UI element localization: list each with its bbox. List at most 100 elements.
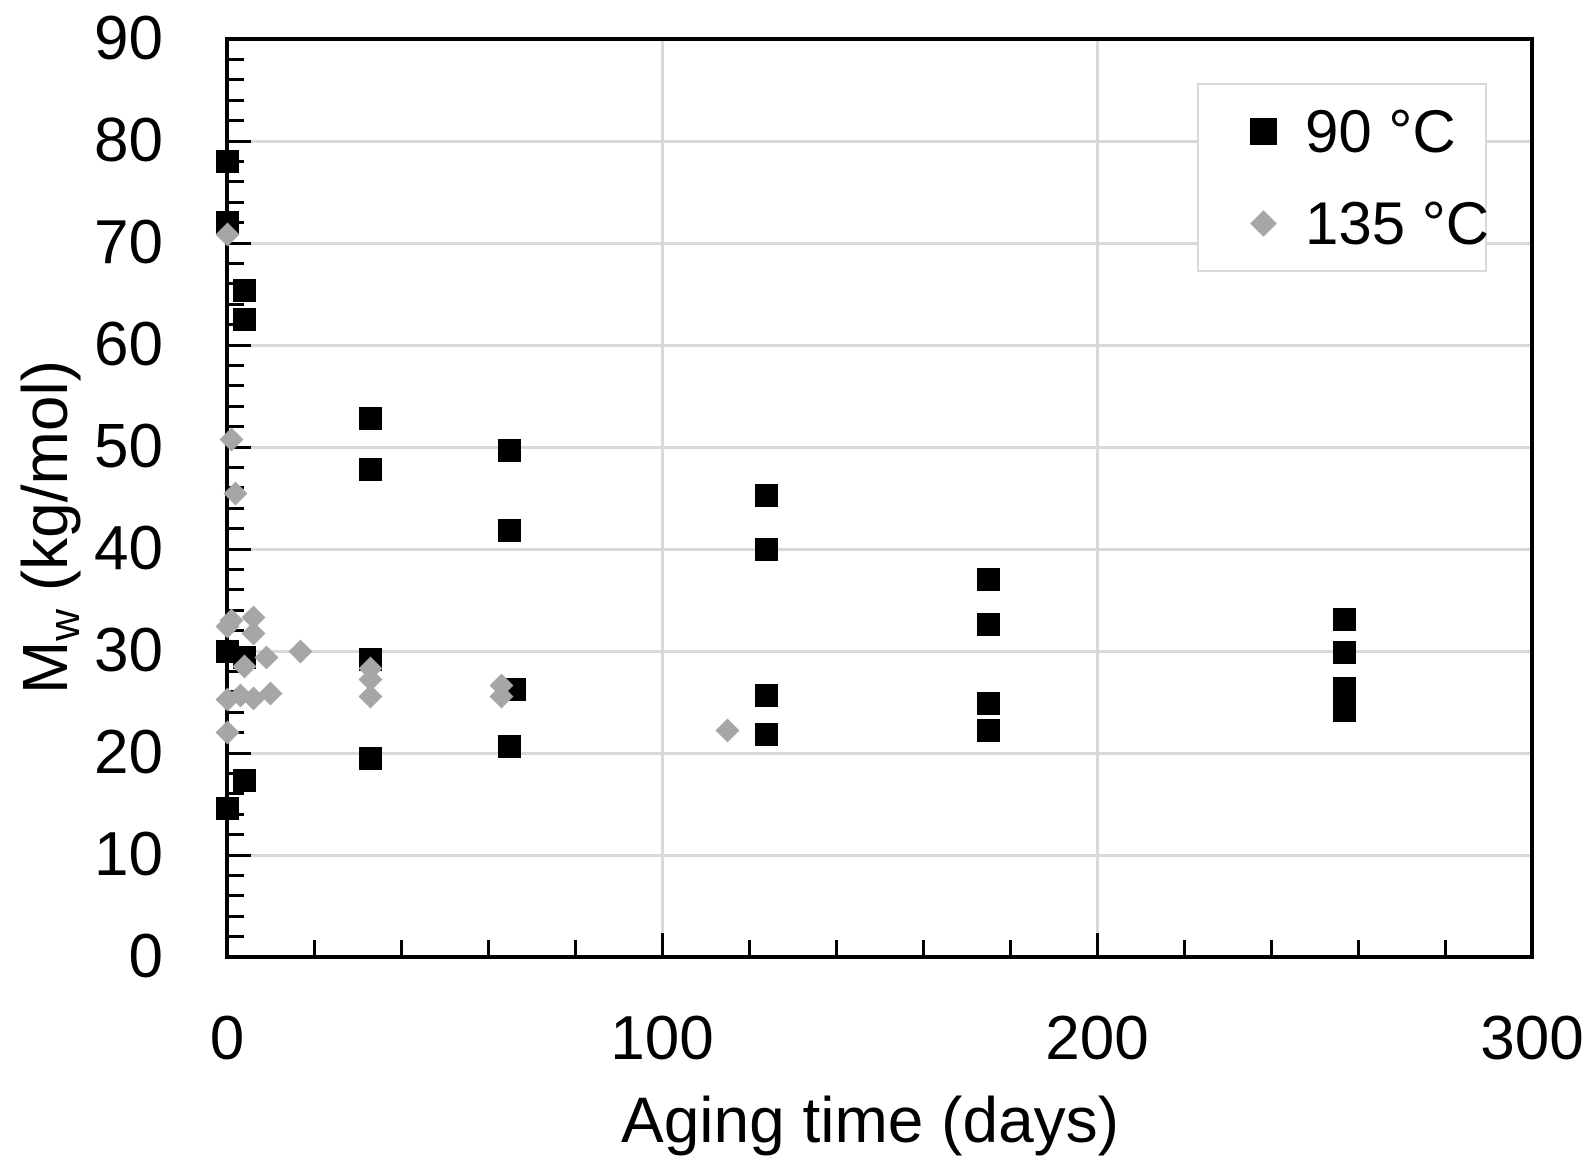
gridline-horizontal [229,139,1530,143]
gridline-horizontal [229,751,1530,755]
gridline-horizontal [229,853,1530,857]
data-point-90c [754,684,778,708]
data-point-90c [976,568,1000,592]
y-tick-label: 90 [94,4,163,73]
y-major-tick [229,343,251,347]
x-minor-tick [1008,940,1012,955]
diamond-marker-icon [1235,210,1291,238]
data-point-90c [754,537,778,561]
data-point-90c [498,735,522,759]
legend-label-90c: 90 °C [1305,97,1456,165]
data-point-90c [754,723,778,747]
gridline-vertical [1095,41,1099,955]
square-marker-icon [1235,117,1291,145]
y-minor-tick [229,833,244,837]
y-minor-tick [229,710,244,714]
x-minor-tick [1269,940,1273,955]
gridline-horizontal [229,649,1530,653]
data-point-90c [232,279,256,303]
y-minor-tick [229,608,244,612]
data-point-90c [976,691,1000,715]
y-major-tick [229,241,251,245]
x-axis-title: Aging time (days) [621,1084,1119,1156]
data-point-90c [359,406,383,430]
y-minor-tick [229,527,244,531]
data-point-90c [215,796,239,820]
y-tick-label: 10 [94,820,163,889]
y-minor-tick [229,935,244,939]
y-minor-tick [229,425,244,429]
x-major-tick [1095,933,1099,955]
y-tick-label: 40 [94,514,163,583]
gridline-vertical [660,41,664,955]
y-minor-tick [229,792,244,796]
y-tick-label: 50 [94,412,163,481]
y-major-tick [229,445,251,449]
data-point-90c [976,612,1000,636]
gridline-horizontal [229,241,1530,245]
data-point-90c [1333,677,1357,701]
y-tick-label: 60 [94,310,163,379]
y-major-tick [229,853,251,857]
data-point-90c [1333,698,1357,722]
y-minor-tick [229,588,244,592]
y-minor-tick [229,57,244,61]
y-minor-tick [229,119,244,123]
x-tick-label: 100 [610,1004,714,1073]
x-minor-tick [1443,940,1447,955]
x-minor-tick [1356,940,1360,955]
data-point-90c [359,457,383,481]
x-minor-tick [834,940,838,955]
data-point-90c [754,484,778,508]
y-tick-label: 70 [94,208,163,277]
legend-label-135c: 135 °C [1305,190,1490,258]
y-minor-tick [229,98,244,102]
gridline-horizontal [229,343,1530,347]
data-point-90c [498,438,522,462]
y-major-tick [229,547,251,551]
x-minor-tick [399,940,403,955]
y-minor-tick [229,302,244,306]
data-point-90c [359,746,383,770]
y-minor-tick [229,404,244,408]
y-major-tick [229,139,251,143]
y-tick-label: 30 [94,616,163,685]
data-point-90c [232,308,256,331]
x-minor-tick [573,940,577,955]
data-point-90c [976,719,1000,743]
x-tick-label: 200 [1045,1004,1149,1073]
y-major-tick [229,751,251,755]
y-minor-tick [229,180,244,184]
y-tick-label: 0 [128,922,163,991]
x-minor-tick [1182,940,1186,955]
y-minor-tick [229,261,244,265]
data-point-90c [498,519,522,543]
y-minor-tick [229,78,244,82]
x-tick-label: 0 [209,1004,245,1073]
y-minor-tick [229,384,244,388]
data-point-90c [1333,607,1357,631]
y-minor-tick [229,914,244,918]
y-minor-tick [229,363,244,367]
y-tick-label: 80 [94,106,163,175]
x-minor-tick [921,940,925,955]
gridline-horizontal [229,445,1530,449]
legend-entry-135c: 135 °C [1199,189,1489,258]
x-tick-label: 300 [1480,1004,1584,1073]
y-minor-tick [229,506,244,510]
x-minor-tick [312,940,316,955]
data-point-90c [232,769,256,793]
x-minor-tick [747,940,751,955]
y-minor-tick [229,465,244,469]
x-major-tick [660,933,664,955]
y-minor-tick [229,200,244,204]
data-point-90c [215,639,239,663]
data-point-90c [1333,640,1357,664]
y-minor-tick [229,567,244,571]
y-minor-tick [229,629,244,633]
legend-entry-90c: 90 °C [1199,97,1485,166]
y-tick-label: 20 [94,718,163,787]
gridline-horizontal [229,547,1530,551]
data-point-90c [215,149,239,173]
